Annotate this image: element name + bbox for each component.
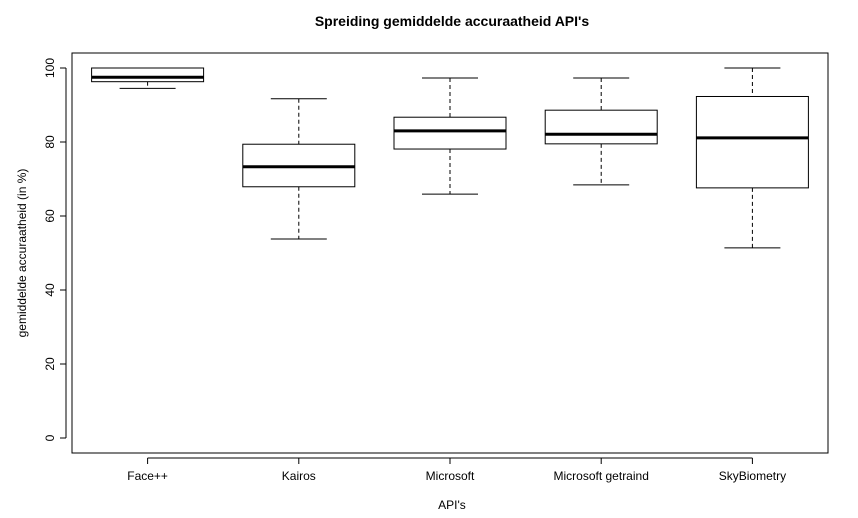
box-5 bbox=[695, 67, 809, 249]
plot-frame bbox=[71, 52, 829, 454]
box-2 bbox=[242, 98, 356, 240]
x-tick-label: Face++ bbox=[127, 469, 168, 483]
x-tick-label: Microsoft bbox=[426, 469, 475, 483]
x-tick-label: Microsoft getraind bbox=[554, 469, 649, 483]
iqr-box bbox=[544, 109, 658, 145]
y-tick-label: 80 bbox=[43, 135, 57, 149]
boxes bbox=[91, 67, 809, 249]
box-1 bbox=[91, 67, 205, 89]
y-tick-label: 100 bbox=[43, 58, 57, 78]
x-tick-label: SkyBiometry bbox=[719, 469, 786, 483]
box-3 bbox=[393, 77, 507, 195]
y-tick-label: 60 bbox=[43, 209, 57, 223]
y-tick-label: 0 bbox=[43, 434, 57, 441]
x-axis: Face++ Kairos Microsoft Microsoft getraind S… bbox=[127, 457, 786, 483]
chart-title: Spreiding gemiddelde accuraatheid API's bbox=[315, 13, 590, 29]
x-tick-label: Kairos bbox=[282, 469, 316, 483]
y-axis: 0 20 40 60 80 100 bbox=[43, 58, 67, 441]
x-axis-label: API's bbox=[438, 498, 466, 512]
y-axis-label: gemiddelde accuraatheid (in %) bbox=[15, 169, 29, 338]
iqr-box bbox=[393, 116, 507, 150]
y-tick-label: 40 bbox=[43, 283, 57, 297]
y-tick-label: 20 bbox=[43, 357, 57, 371]
iqr-box bbox=[695, 95, 809, 189]
iqr-box bbox=[91, 67, 205, 83]
box-4 bbox=[544, 77, 658, 186]
